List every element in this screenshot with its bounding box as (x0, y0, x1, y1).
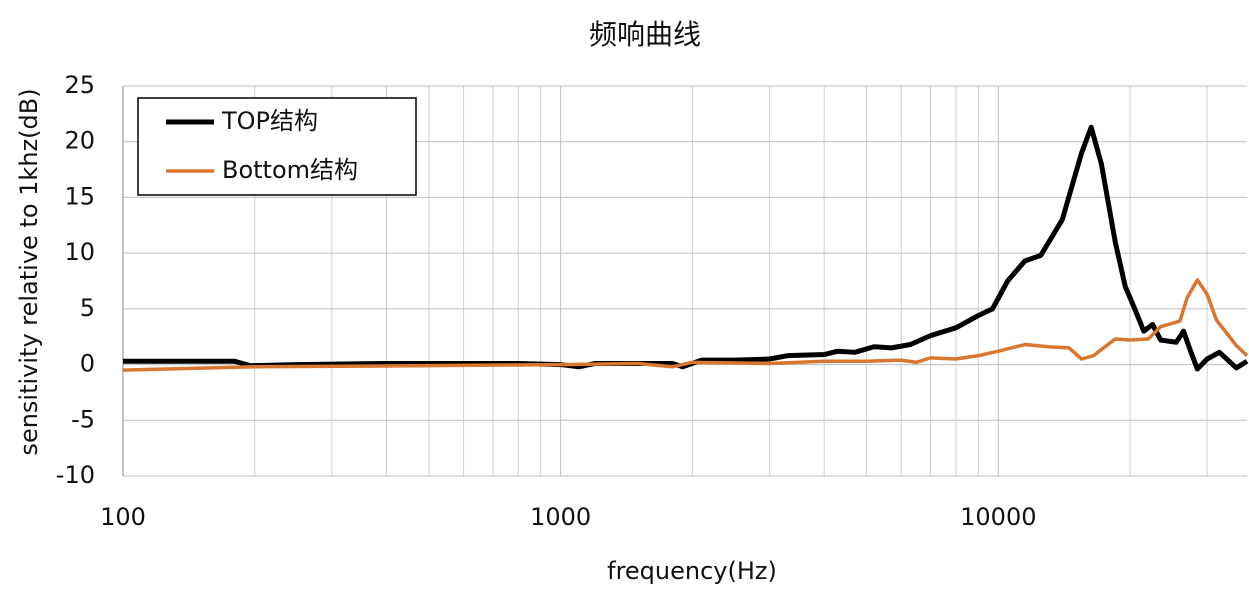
x-axis-label: frequency(Hz) (607, 557, 777, 585)
y-tick-label: 15 (64, 182, 95, 210)
y-tick-label: -5 (71, 405, 95, 433)
x-tick-label: 1000 (530, 503, 591, 531)
y-tick-label: 20 (64, 127, 95, 155)
x-tick-label: 10000 (960, 503, 1036, 531)
y-axis-label: sensitivity relative to 1khz(dB) (15, 88, 43, 455)
chart-title: 频响曲线 (589, 18, 701, 51)
series-line (122, 278, 1249, 372)
y-tick-label: 0 (80, 350, 95, 378)
x-tick-label: 100 (100, 503, 146, 531)
y-tick-label: 25 (64, 71, 95, 99)
y-tick-label: -10 (56, 461, 95, 489)
legend-box (137, 97, 417, 196)
y-tick-label: 5 (80, 294, 95, 322)
legend-label: TOP结构 (221, 107, 318, 135)
legend-label: Bottom结构 (222, 156, 358, 184)
y-tick-label: 10 (64, 238, 95, 266)
